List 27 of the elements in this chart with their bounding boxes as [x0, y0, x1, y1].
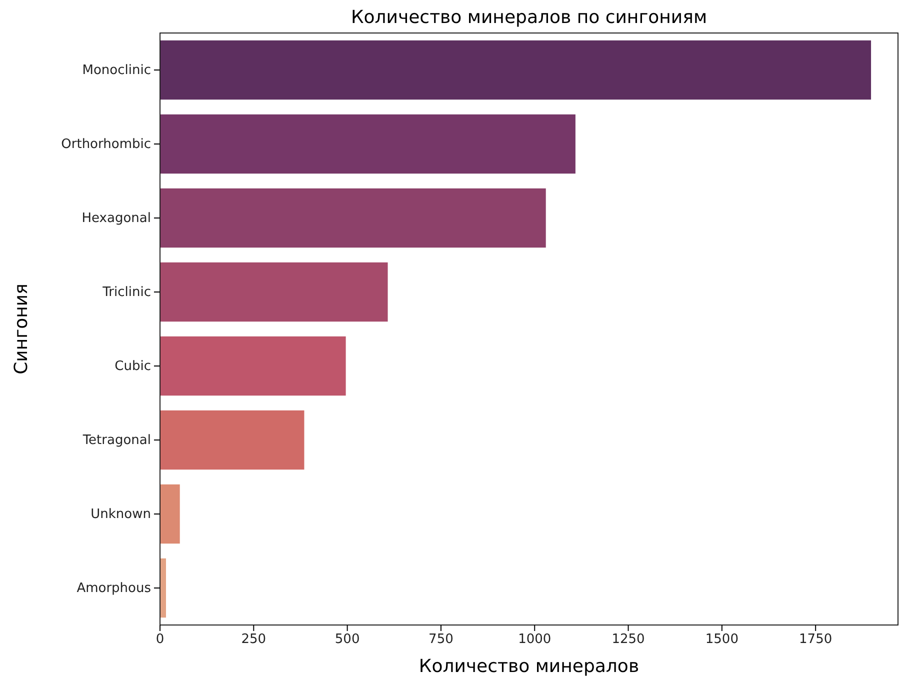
x-tick-label: 500: [334, 632, 360, 648]
bar: [160, 484, 180, 544]
x-tick-label: 750: [428, 632, 454, 648]
x-axis-title: Количество минералов: [418, 656, 640, 677]
x-tick-label: 1750: [799, 632, 832, 648]
y-axis-title: Сингония: [11, 284, 32, 374]
y-tick-label: Tetragonal: [82, 433, 151, 448]
x-tick-label: 250: [241, 632, 266, 648]
x-tick-label: 1000: [518, 632, 552, 648]
x-tick-label: 0: [156, 632, 164, 648]
y-tick-label: Monoclinic: [82, 63, 151, 78]
bar: [160, 336, 346, 396]
x-tick-label: 1500: [705, 632, 738, 648]
bar: [160, 114, 576, 174]
x-tick-label: 1250: [612, 632, 645, 648]
bar: [160, 188, 546, 248]
bar: [160, 40, 872, 100]
y-tick-label: Unknown: [90, 507, 151, 522]
bar: [160, 262, 388, 322]
y-tick-label: Hexagonal: [82, 211, 151, 226]
bar: [160, 410, 304, 470]
y-tick-label: Cubic: [114, 359, 151, 374]
y-tick-label: Orthorhombic: [61, 137, 151, 152]
y-tick-label: Amorphous: [76, 581, 152, 596]
y-tick-label: Triclinic: [102, 285, 151, 300]
bar: [160, 558, 166, 618]
chart-title: Количество минералов по сингониям: [350, 7, 708, 28]
